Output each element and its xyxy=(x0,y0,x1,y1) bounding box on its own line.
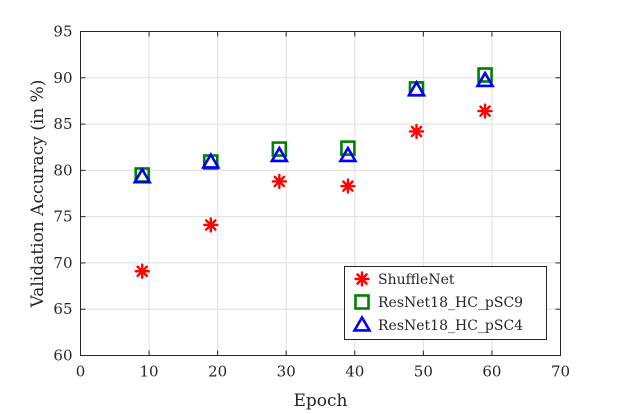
legend-box xyxy=(344,266,547,340)
triangle-point xyxy=(269,145,290,163)
y-tick-label: 80 xyxy=(53,161,72,179)
y-tick-label: 95 xyxy=(53,23,72,41)
x-tick-label: 30 xyxy=(277,363,296,381)
y-tick-label: 75 xyxy=(53,208,72,226)
data-marks xyxy=(132,67,495,279)
y-tick-label: 90 xyxy=(53,69,72,87)
asterisk-point xyxy=(340,178,356,194)
x-axis-label: Epoch xyxy=(294,391,348,411)
asterisk-point xyxy=(134,263,150,279)
triangle-point xyxy=(132,166,152,184)
square-point xyxy=(477,67,493,83)
asterisk-point xyxy=(477,103,493,119)
asterisk-point xyxy=(408,123,425,140)
series-2 xyxy=(132,70,495,184)
plot-area xyxy=(80,31,561,356)
triangle-point xyxy=(406,79,427,97)
square-point xyxy=(271,141,288,157)
y-tick-label: 60 xyxy=(53,347,72,365)
x-tick-label: 0 xyxy=(76,363,86,381)
y-tick-label: 85 xyxy=(53,115,72,133)
y-tick-label: 65 xyxy=(53,300,72,318)
series-0 xyxy=(134,103,493,279)
legend-label: ResNet18_HC_pSC4 xyxy=(378,318,523,334)
legend-label: ResNet18_HC_pSC9 xyxy=(378,295,523,311)
triangle-point xyxy=(338,145,358,163)
triangle-point xyxy=(475,70,495,88)
legend-label: ShuffleNet xyxy=(378,272,455,288)
y-axis-ticks: 60 65 70 75 80 85 90 95 xyxy=(53,23,561,365)
x-tick-label: 40 xyxy=(345,363,364,381)
x-tick-label: 60 xyxy=(482,363,501,381)
square-point xyxy=(340,140,356,156)
y-tick-label: 70 xyxy=(53,254,72,272)
legend-marker-square xyxy=(354,294,370,310)
y-axis-label: Validation Accuracy (in %) xyxy=(28,80,48,309)
x-axis-ticks: 0 10 20 30 40 50 60 70 xyxy=(76,31,570,381)
asterisk-point xyxy=(203,217,219,233)
legend: ShuffleNet ResNet18_HC_pSC9 ResNet18_HC_pS… xyxy=(344,266,547,340)
series-1 xyxy=(134,67,493,183)
x-tick-label: 10 xyxy=(140,363,159,381)
legend-marker-triangle xyxy=(352,314,372,332)
legend-marker-asterisk xyxy=(354,271,370,287)
asterisk-point xyxy=(271,173,288,190)
x-tick-label: 50 xyxy=(414,363,433,381)
triangle-point xyxy=(201,151,221,169)
x-tick-label: 20 xyxy=(208,363,227,381)
x-tick-label: 70 xyxy=(551,363,570,381)
